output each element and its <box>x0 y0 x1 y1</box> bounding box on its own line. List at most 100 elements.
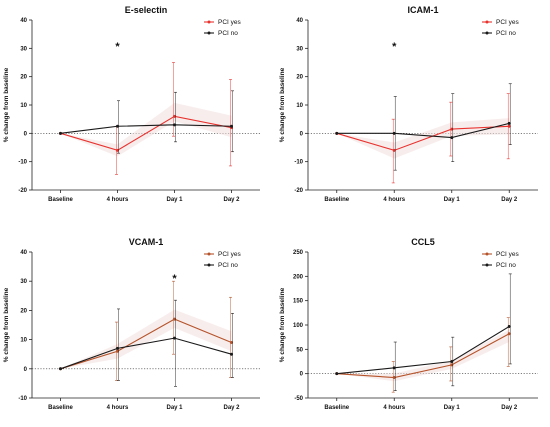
y-tick-label: 10 <box>20 103 27 109</box>
series-line-1 <box>336 122 510 139</box>
legend-marker <box>207 20 211 24</box>
legend-marker <box>485 263 489 267</box>
legend-label: PCI no <box>218 262 238 269</box>
legend-marker <box>207 252 211 256</box>
y-tick-label: 0 <box>300 372 304 378</box>
y-tick-label: -10 <box>294 160 303 166</box>
y-tick-label: 100 <box>293 323 304 329</box>
y-tick-label: 20 <box>20 75 27 81</box>
y-tick-label: 10 <box>20 338 27 344</box>
significance-star: * <box>392 41 397 53</box>
legend-label: PCI no <box>496 30 516 37</box>
data-point <box>392 366 396 370</box>
x-tick-label: Day 2 <box>501 405 518 411</box>
significance-star: * <box>115 41 120 53</box>
x-tick-label: Baseline <box>324 405 349 411</box>
chart-title: E-selectin <box>125 5 168 15</box>
y-tick-label: 40 <box>20 250 27 256</box>
y-tick-label: 10 <box>296 103 303 109</box>
x-tick-label: Baseline <box>48 405 73 411</box>
legend-marker <box>207 31 211 35</box>
legend-label: PCI yes <box>496 251 520 258</box>
series-line-1 <box>60 124 232 134</box>
y-tick-label: 20 <box>296 75 303 81</box>
y-tick-label: 50 <box>296 347 303 353</box>
y-tick-label: 30 <box>296 46 303 52</box>
y-tick-label: 150 <box>293 299 304 305</box>
data-point <box>335 131 339 135</box>
chart-panel-3: CCL5 % change from baseline -50 0 50 100 150 20… <box>279 237 538 411</box>
x-tick-label: Day 2 <box>501 197 518 203</box>
y-tick-label: 200 <box>293 274 304 280</box>
y-tick-label: -10 <box>18 396 27 402</box>
data-point <box>59 367 62 371</box>
x-tick-label: 4 hours <box>107 405 129 411</box>
y-tick-label: 40 <box>296 18 303 24</box>
y-axis-label: % change from baseline <box>3 67 10 142</box>
chart-title: ICAM-1 <box>408 5 439 15</box>
chart-panel-2: VCAM-1 % change from baseline -10 0 10 20 30 40… <box>3 237 260 411</box>
y-axis-label: % change from baseline <box>279 67 286 142</box>
x-tick-label: Day 1 <box>444 405 461 411</box>
chart-title: VCAM-1 <box>129 237 164 247</box>
y-axis-label: % change from baseline <box>3 287 10 362</box>
y-tick-label: 40 <box>20 18 27 24</box>
y-tick-label: 30 <box>20 46 27 52</box>
significance-star: * <box>172 273 177 285</box>
y-tick-label: -10 <box>18 160 27 166</box>
data-point <box>116 124 119 128</box>
legend-label: PCI yes <box>496 19 520 26</box>
data-point <box>230 124 233 128</box>
x-tick-label: Baseline <box>48 197 73 203</box>
series-line-0 <box>336 333 510 379</box>
legend-marker <box>485 252 489 256</box>
y-tick-label: -20 <box>294 188 303 194</box>
y-tick-label: -20 <box>18 188 27 194</box>
legend-marker <box>485 31 489 35</box>
data-point <box>335 372 339 376</box>
legend-marker <box>485 20 489 24</box>
chart-panel-1: ICAM-1 % change from baseline -20 -10 0 10 20 3… <box>279 5 538 203</box>
series-line-0 <box>60 318 232 370</box>
x-tick-label: Day 1 <box>166 405 183 411</box>
legend-label: PCI no <box>218 30 238 37</box>
data-point <box>450 360 454 363</box>
x-tick-label: 4 hours <box>107 197 129 203</box>
series-line-1 <box>336 325 510 375</box>
data-point <box>173 123 176 127</box>
y-tick-label: 20 <box>20 308 27 314</box>
x-tick-label: Day 1 <box>444 197 461 203</box>
y-tick-label: 250 <box>293 250 304 256</box>
ci-band-pci-yes <box>336 329 510 382</box>
data-point <box>507 324 511 328</box>
x-tick-label: Day 1 <box>166 197 183 203</box>
chart-title: CCL5 <box>411 237 435 247</box>
y-axis-label: % change from baseline <box>279 287 286 362</box>
data-point <box>450 136 454 140</box>
legend-label: PCI no <box>496 262 516 269</box>
legend-label: PCI yes <box>218 251 242 258</box>
y-tick-label: -50 <box>294 396 303 402</box>
ci-band-pci-yes <box>60 102 232 157</box>
y-tick-label: 0 <box>24 131 28 137</box>
data-point <box>392 131 396 135</box>
data-point <box>230 352 233 356</box>
x-tick-label: 4 hours <box>383 197 405 203</box>
y-tick-label: 30 <box>20 279 27 285</box>
ci-band-pci-yes <box>336 118 510 159</box>
series-line-1 <box>60 337 232 370</box>
data-point <box>59 131 62 135</box>
legend-marker <box>207 263 211 267</box>
data-point <box>507 121 511 125</box>
data-point <box>116 346 119 350</box>
x-tick-label: Baseline <box>324 197 349 203</box>
chart-panel-0: E-selectin % change from baseline -20 -10 0 1… <box>3 5 260 203</box>
x-tick-label: 4 hours <box>383 405 405 411</box>
legend-label: PCI yes <box>218 19 242 26</box>
series-line-0 <box>336 125 510 151</box>
data-point <box>173 336 176 340</box>
x-tick-label: Day 2 <box>223 405 240 411</box>
y-tick-label: 0 <box>24 367 28 373</box>
